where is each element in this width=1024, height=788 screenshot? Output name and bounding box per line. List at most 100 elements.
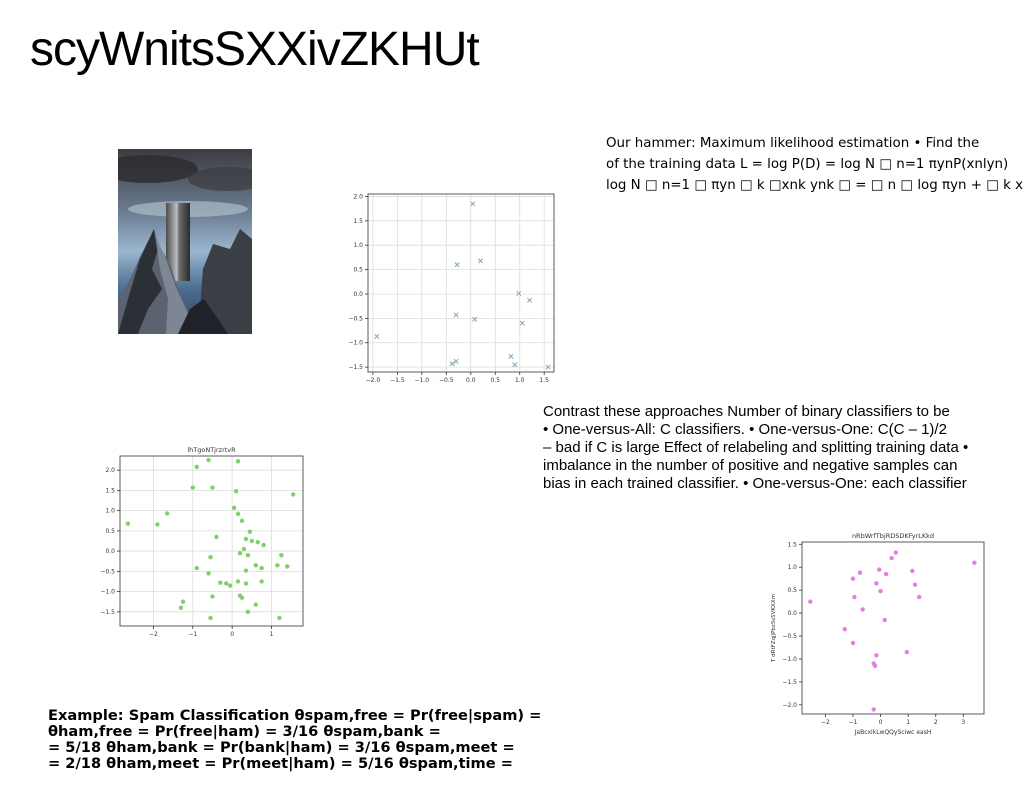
x-tick-label: 0 bbox=[230, 631, 234, 638]
data-point bbox=[872, 663, 878, 669]
mountain-photo bbox=[118, 149, 252, 334]
data-point bbox=[165, 511, 170, 516]
data-point bbox=[235, 511, 241, 517]
data-point bbox=[453, 358, 459, 364]
contrast-text-block: Contrast these approaches Number of bina… bbox=[543, 403, 968, 493]
data-point bbox=[235, 579, 241, 584]
data-point bbox=[218, 580, 223, 585]
y-tick-label: −1.5 bbox=[782, 679, 797, 686]
text-line: = 2/18 θham,meet = Pr(meet|ham) = 5/16 θ… bbox=[48, 755, 513, 772]
data-point-stroke bbox=[508, 353, 514, 359]
data-point bbox=[850, 640, 856, 646]
data-point-stroke bbox=[545, 364, 551, 370]
data-point bbox=[233, 489, 239, 494]
data-point bbox=[224, 581, 229, 586]
data-point bbox=[180, 599, 186, 604]
data-point bbox=[454, 262, 460, 268]
text-line: Contrast these approaches Number of bina… bbox=[543, 403, 950, 420]
data-point bbox=[125, 521, 131, 526]
y-tick-label: 0.5 bbox=[353, 267, 363, 274]
x-tick-label: −2.0 bbox=[366, 377, 381, 382]
data-point bbox=[259, 579, 264, 584]
data-point bbox=[253, 563, 258, 568]
y-tick-label: −1.5 bbox=[348, 364, 363, 371]
hammer-text-block: Our hammer: Maximum likelihood estimatio… bbox=[606, 133, 1024, 196]
x-tick-label: 2 bbox=[934, 719, 938, 726]
data-point bbox=[889, 555, 894, 561]
y-tick-label: 1.5 bbox=[105, 487, 115, 494]
data-point bbox=[850, 576, 856, 581]
x-tick-label: −1.0 bbox=[415, 377, 430, 382]
data-point-stroke bbox=[449, 361, 455, 367]
data-point bbox=[916, 594, 922, 600]
data-point bbox=[972, 560, 977, 565]
y-tick-label: 1.5 bbox=[787, 541, 797, 548]
data-point bbox=[545, 364, 551, 370]
y-tick-label: 0.5 bbox=[105, 528, 115, 535]
data-point bbox=[247, 529, 253, 534]
data-point bbox=[512, 362, 518, 368]
scatter-chart-1: −2.0 −1.5 −1.0 −0.5 0.0 0.5 1.0 1.5 −1.5 −1.0 −0.5… bbox=[340, 190, 560, 387]
data-point bbox=[893, 550, 898, 555]
x-tick-label: −0.5 bbox=[439, 377, 454, 382]
y-tick-label: 1.0 bbox=[353, 242, 363, 249]
y-tick-label: 2.0 bbox=[105, 467, 115, 474]
data-point-stroke bbox=[512, 362, 518, 368]
plot-frame bbox=[801, 541, 985, 715]
data-point bbox=[214, 534, 219, 540]
data-point-stroke bbox=[519, 320, 525, 326]
x-tick-label: −1.5 bbox=[390, 377, 405, 382]
data-point bbox=[874, 581, 879, 586]
plot-frame bbox=[119, 455, 304, 627]
scatter-chart-2: −2 −1 0 1 −1.5 −1.0 −0.5 0.0 0.5 1.0 1.5 2.0 lhTgoNT… bbox=[100, 440, 310, 645]
x-tick-label: 0.5 bbox=[490, 377, 500, 382]
data-point bbox=[210, 485, 215, 490]
data-point-stroke bbox=[516, 290, 522, 297]
y-tick-label: 1.0 bbox=[787, 564, 797, 571]
scatter-chart-2-svg: −2 −1 0 1 −1.5 −1.0 −0.5 0.0 0.5 1.0 1.5 2.0 lhTgoNT… bbox=[100, 446, 304, 638]
x-tick-label: −2 bbox=[821, 719, 830, 726]
y-tick-label: −2.0 bbox=[782, 702, 797, 709]
data-point bbox=[239, 595, 245, 600]
data-point bbox=[279, 552, 284, 558]
text-line: • One-versus-All: C classifiers. • One-v… bbox=[543, 421, 947, 438]
data-point-stroke bbox=[374, 333, 380, 339]
y-tick-label: −1.0 bbox=[348, 340, 363, 347]
data-point bbox=[253, 602, 258, 607]
x-tick-label: 3 bbox=[961, 719, 965, 726]
data-point-stroke bbox=[453, 312, 459, 318]
y-tick-label: −1.0 bbox=[100, 589, 115, 596]
data-point bbox=[249, 538, 255, 544]
data-point bbox=[852, 594, 857, 600]
data-point bbox=[874, 653, 879, 658]
data-point bbox=[239, 518, 245, 523]
data-point bbox=[241, 546, 247, 552]
y-tick-label: 0.0 bbox=[787, 610, 797, 617]
data-point bbox=[904, 649, 909, 655]
data-point bbox=[255, 540, 260, 545]
y-tick-label: 1.5 bbox=[353, 218, 363, 225]
data-point bbox=[227, 583, 233, 588]
data-point bbox=[449, 361, 455, 367]
scatter-chart-3-svg: −2 −1 0 1 2 3 −2.0 −1.5 −1.0 −0.5 0.0 0.5 1.0 1.5 nRbW… bbox=[771, 532, 985, 736]
y-tick-label: −1.0 bbox=[782, 656, 797, 663]
data-point bbox=[275, 563, 280, 568]
data-point bbox=[478, 258, 484, 264]
y-tick-label: −0.5 bbox=[348, 315, 363, 322]
x-tick-label: 1.0 bbox=[515, 377, 525, 382]
text-line: – bad if C is large Effect of relabeling… bbox=[543, 439, 969, 456]
data-point bbox=[910, 568, 915, 574]
data-point bbox=[208, 554, 213, 560]
data-point bbox=[882, 617, 887, 623]
x-tick-label: 0 bbox=[879, 719, 883, 726]
data-point bbox=[245, 552, 251, 558]
data-point bbox=[194, 565, 199, 571]
text-line: = 5/18 θham,bank = Pr(bank|ham) = 3/16 θ… bbox=[48, 739, 515, 756]
x-axis-label: JaBcxikLwQQySciwc easH bbox=[854, 729, 932, 736]
data-point bbox=[519, 320, 525, 326]
page-title: scyWnitsSXXivZKHUt bbox=[30, 23, 480, 76]
x-tick-label: −1 bbox=[188, 631, 197, 638]
text-line: of the training data L = log P(D) = log … bbox=[606, 157, 1009, 172]
data-point bbox=[261, 542, 266, 548]
text-line: Example: Spam Classification θspam,free … bbox=[48, 707, 542, 724]
